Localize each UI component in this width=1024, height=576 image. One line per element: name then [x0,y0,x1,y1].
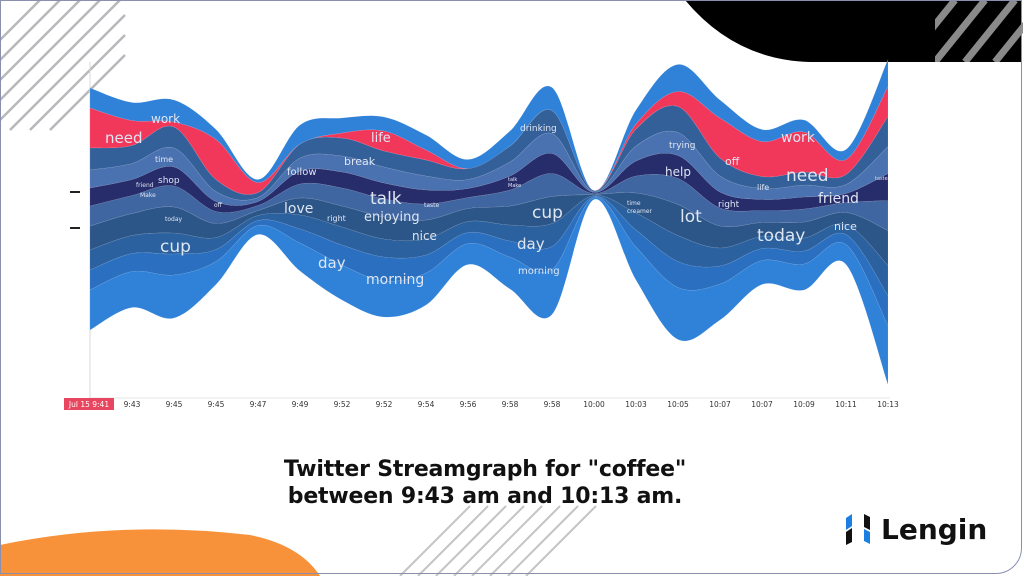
stream-word-label: off [725,155,740,168]
x-tick-label: 10:13 [877,400,899,409]
stream-word-label: talk [370,189,402,209]
x-tick-label: 10:09 [793,400,815,409]
x-tick-label: 9:58 [544,400,561,409]
stream-layer-love-talk [89,153,889,213]
stream-word-label: morning [366,272,424,288]
stream-word-label: friend [136,182,154,189]
stream-word-label: need [105,129,143,147]
x-tick-label: 10:11 [835,400,857,409]
stream-word-label: drinking [520,124,557,134]
stream-layer-nice-lot [89,173,889,231]
x-tick-label: Jul 15 9:41 [68,400,109,409]
x-tick-label: 9:56 [460,400,477,409]
black-corner-shape [685,0,1022,62]
x-tick-label: 9:54 [418,400,435,409]
stream-word-label: talk [508,177,517,183]
x-tick-label: 9:47 [250,400,267,409]
lengin-logo: Lengin [843,512,987,546]
x-tick-label: 10:03 [625,400,647,409]
stream-word-label: help [665,165,691,179]
stream-word-label: creamer [627,208,653,215]
stream-word-label: time [155,155,173,164]
stream-layer-follow-help [89,105,889,201]
stream-word-label: off [214,202,223,209]
x-tick-label: 9:58 [502,400,519,409]
stream-word-label: taste [875,176,888,182]
x-tick-label: 10:07 [709,400,731,409]
hatch-top-left [0,0,126,131]
stream-word-label: nice [412,229,437,243]
stream-word-label: day [318,254,346,272]
stream-word-label: follow [287,167,317,178]
lengin-logo-icon [846,514,870,545]
x-tick-label: 9:43 [124,400,141,409]
stream-word-label: cup [160,237,191,257]
stream-word-label: love [284,201,313,217]
stream-word-label: right [327,214,346,223]
stream-layer-work [89,59,889,191]
chart-caption-line-2: between 9:43 am and 10:13 am. [287,484,683,509]
stream-word-label: day [517,235,545,253]
x-tick-highlight [64,398,114,410]
stream-word-label: life [371,131,391,146]
x-tick-label: 9:52 [376,400,393,409]
x-tick-label: 9:45 [208,400,225,409]
stream-word-label: break [344,155,376,168]
stream-word-label: Make [140,192,156,199]
stream-word-label: Make [508,183,521,189]
stream-word-label: shop [158,176,180,186]
streamgraph-chart: need work time shop friend Make today cup off lov… [64,59,899,410]
stream-word-label: friend [818,191,859,207]
chart-caption-line-1: Twitter Streamgraph for "coffee" [283,457,687,482]
stream-layer-need [89,85,889,195]
stream-layer-cup-today [89,192,889,267]
brand-name: Lengin [881,512,988,546]
stream-layer-outer-bottom [89,197,889,385]
stream-word-label: life [757,183,769,192]
stream-word-label: need [786,166,828,186]
stream-word-label: enjoying [364,210,420,225]
x-tick-label: 9:52 [334,400,351,409]
x-tick-label: 10:07 [751,400,773,409]
stream-word-label: time [627,200,641,207]
orange-blob [0,529,320,576]
hatch-bottom [399,505,597,576]
x-tick-label: 10:00 [583,400,605,409]
x-tick-label: 10:05 [667,400,689,409]
stream-word-label: work [781,130,816,146]
stream-word-label: nice [834,220,857,233]
x-tick-label: 9:49 [292,400,309,409]
stream-word-label: cup [532,203,563,223]
stream-word-label: work [151,112,180,126]
stream-word-label: taste [424,202,440,209]
stream-word-label: morning [518,266,560,277]
stream-word-label: trying [669,141,695,151]
stream-word-label: today [757,226,805,246]
stream-word-label: lot [680,207,702,227]
stream-word-label: today [165,216,183,223]
stream-word-label: right [718,200,740,210]
x-tick-label: 9:45 [166,400,183,409]
